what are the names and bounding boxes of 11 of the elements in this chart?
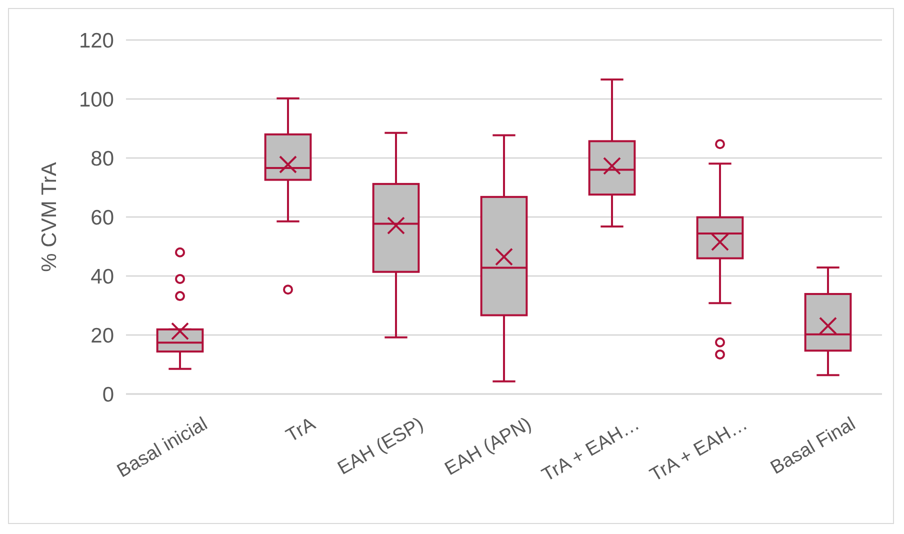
y-tick-label: 0 bbox=[102, 383, 114, 406]
y-tick-label: 20 bbox=[90, 324, 114, 348]
x-tick-label: TrA + EAH… bbox=[646, 414, 752, 486]
y-axis-title: % CVM TrA bbox=[38, 162, 61, 272]
y-tick-label: 60 bbox=[90, 206, 114, 230]
y-tick-label: 80 bbox=[90, 147, 114, 170]
y-tick-label: 120 bbox=[78, 29, 114, 52]
y-tick-label: 40 bbox=[90, 265, 114, 288]
x-tick-label: TrA bbox=[282, 414, 320, 447]
y-tick-label: 100 bbox=[78, 88, 114, 112]
x-tick-label: TrA + EAH… bbox=[538, 414, 644, 486]
